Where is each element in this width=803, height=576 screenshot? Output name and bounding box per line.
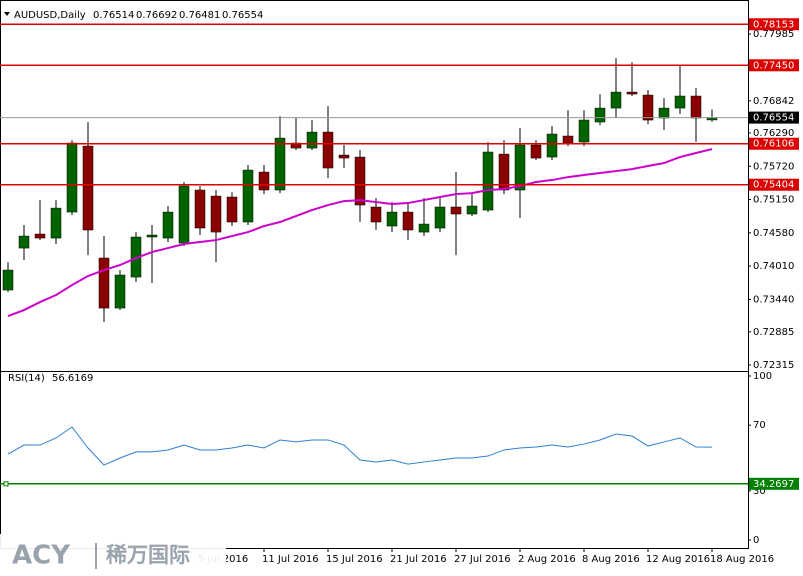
- candle-body: [50, 207, 62, 239]
- x-tick-label: 12 Aug 2016: [646, 554, 710, 565]
- candle-body: [418, 223, 430, 233]
- candle-body: [306, 131, 318, 149]
- watermark-name: 稀万国际: [106, 543, 190, 567]
- level-handle: [3, 481, 9, 487]
- y-tick-label: 0.73440: [753, 294, 794, 305]
- watermark-bg: [0, 534, 226, 576]
- y-tick-label: 0.74010: [753, 261, 794, 272]
- y-tick-label: 0.74580: [753, 228, 794, 239]
- candle-body: [66, 142, 78, 213]
- level-label: 0.75404: [753, 180, 794, 191]
- candle-body: [82, 145, 94, 231]
- candle-body: [578, 119, 590, 143]
- candle-body: [562, 135, 574, 144]
- y-tick-label: 100: [753, 371, 772, 382]
- y-tick-label: 70: [753, 420, 766, 431]
- chart-title: AUDUSD,Daily: [14, 10, 86, 21]
- y-tick-label: 30: [753, 486, 766, 497]
- candle-body: [626, 91, 638, 95]
- y-tick-label: 0.72885: [753, 327, 794, 338]
- candle-body: [322, 131, 334, 169]
- menu-arrow[interactable]: [4, 12, 10, 16]
- watermark: ACY 稀万国际: [0, 534, 226, 576]
- header-open: 0.76514: [93, 10, 134, 21]
- candle-body: [594, 107, 606, 123]
- x-tick-label: 21 Jul 2016: [390, 554, 447, 565]
- level-box: [749, 18, 799, 31]
- y-tick-label: 0: [753, 535, 759, 546]
- rsi-title: RSI(14): [8, 373, 45, 384]
- candle-body: [98, 257, 110, 309]
- candle-body: [402, 211, 414, 231]
- candle-body: [242, 169, 254, 223]
- x-tick-label: 18 Aug 2016: [710, 554, 774, 565]
- candle-body: [386, 211, 398, 227]
- candle-body: [642, 94, 654, 121]
- header-close: 0.76554: [222, 10, 263, 21]
- candle-body: [450, 206, 462, 215]
- candle-body: [18, 235, 30, 249]
- candle-body: [354, 156, 366, 206]
- header-low: 0.76481: [179, 10, 220, 21]
- level-box: [749, 137, 799, 150]
- header-high: 0.76692: [136, 10, 177, 21]
- y-tick-label: 0.72315: [753, 360, 794, 371]
- y-tick-label: 0.75150: [753, 195, 794, 206]
- level-box: [749, 477, 799, 490]
- y-tick-label: 0.77985: [753, 29, 794, 40]
- plot-frame: [0, 0, 749, 549]
- candle-body: [194, 189, 206, 229]
- candle-body: [258, 171, 270, 191]
- candle-body: [146, 234, 158, 238]
- candle-body: [658, 107, 670, 119]
- level-box: [749, 59, 799, 72]
- rsi-line: [7, 426, 713, 466]
- last-price-label: 0.76554: [753, 113, 794, 124]
- candle-body: [530, 144, 542, 159]
- level-label: 0.78153: [753, 19, 794, 30]
- last-price-box: [749, 111, 799, 124]
- x-tick-label: 8 Aug 2016: [582, 554, 640, 565]
- candle-body: [514, 144, 526, 191]
- x-tick-label: 15 Jul 2016: [326, 554, 383, 565]
- candle-body: [34, 233, 46, 239]
- candle-body: [482, 151, 494, 211]
- candle-body: [466, 205, 478, 215]
- rsi-value: 56.6169: [52, 373, 93, 384]
- candle-body: [114, 274, 126, 309]
- x-tick-label: 2 Aug 2016: [518, 554, 576, 565]
- candle-body: [546, 133, 558, 158]
- level-label: 0.77450: [753, 60, 794, 71]
- candle-body: [178, 185, 190, 244]
- candle-body: [370, 206, 382, 223]
- x-tick-label: 27 Jul 2016: [454, 554, 511, 565]
- level-box: [749, 178, 799, 191]
- y-tick-label: 0.75720: [753, 161, 794, 172]
- watermark-brand: ACY: [12, 541, 71, 571]
- y-tick-label: 0.76842: [753, 96, 794, 107]
- candle-body: [226, 196, 238, 223]
- candle-body: [338, 154, 350, 159]
- candle-body: [274, 137, 286, 191]
- candle-body: [610, 91, 622, 109]
- candle-body: [2, 269, 14, 291]
- y-tick-label: 0.76290: [753, 128, 794, 139]
- candle-body: [162, 211, 174, 239]
- level-label: 34.2697: [753, 479, 794, 490]
- level-label: 0.76106: [753, 139, 794, 150]
- moving-average: [7, 148, 713, 317]
- candle-body: [210, 195, 222, 233]
- candle-body: [434, 206, 446, 229]
- candle-body: [674, 95, 686, 109]
- candle-body: [690, 95, 702, 119]
- x-tick-label: 11 Jul 2016: [262, 554, 319, 565]
